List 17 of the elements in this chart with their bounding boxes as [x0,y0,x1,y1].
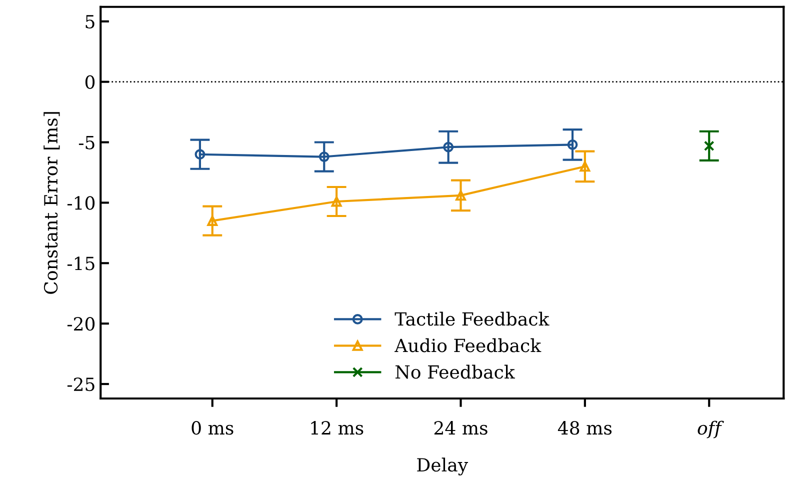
y-tick-label: -20 [67,317,95,331]
x-tick-label: off [698,420,724,438]
y-tick-label: -10 [67,196,95,210]
x-axis-title: Delay [417,458,468,476]
x-tick-label: 0 ms [192,421,234,435]
x-tick-label: 48 ms [558,421,612,435]
legend-label: No Feedback [396,364,515,379]
y-axis-title: Constant Error [ms] [44,112,60,294]
legend-label: Tactile Feedback [394,312,550,326]
y-tick-label: -5 [78,136,94,150]
y-tick-label: 5 [86,15,94,29]
x-tick-label: 24 ms [434,421,488,435]
y-tick-label: -25 [67,377,94,392]
y-tick-label: -15 [67,256,94,270]
y-tick-label: 0 [85,75,95,89]
legend-label: Audio Feedback [394,338,542,352]
x-tick-label: 12 ms [311,421,364,435]
